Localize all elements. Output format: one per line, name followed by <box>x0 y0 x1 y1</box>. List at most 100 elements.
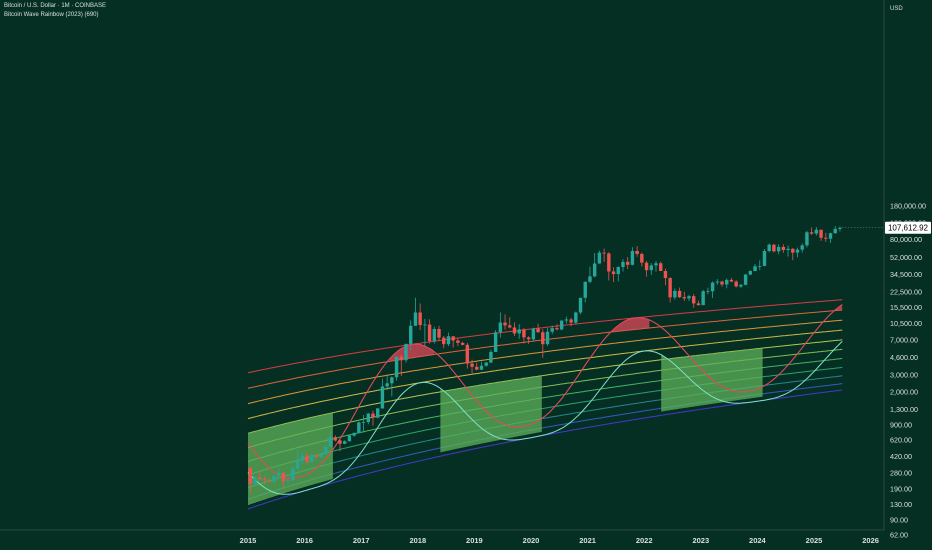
candle-body <box>394 356 399 378</box>
candle-body <box>564 319 569 321</box>
candle-body <box>758 265 762 267</box>
candle-body <box>588 276 592 282</box>
candle-body <box>531 328 536 340</box>
candle-body <box>828 233 833 239</box>
candle-body <box>663 271 668 279</box>
price-tick-label: 190.00 <box>890 485 912 494</box>
candle-body <box>805 232 809 246</box>
time-tick-label: 2024 <box>749 536 767 545</box>
candle-body <box>333 437 337 441</box>
candle-body <box>484 362 488 366</box>
price-tick-label: 420.00 <box>890 452 912 461</box>
candle-body <box>503 322 507 326</box>
candle-body <box>309 455 314 463</box>
candle-body <box>574 312 578 323</box>
candle-body <box>262 478 267 481</box>
candle-body <box>649 265 653 271</box>
candle-body <box>380 386 385 409</box>
candle-body <box>522 329 526 338</box>
candle-body <box>621 261 625 268</box>
candle-body <box>786 248 790 251</box>
price-tick-label: 900.00 <box>890 420 912 429</box>
candle-body <box>460 342 465 345</box>
candle-body <box>385 383 389 387</box>
candle-body <box>437 328 441 338</box>
candle-body <box>361 422 366 423</box>
candle-body <box>526 337 531 340</box>
candle-body <box>475 366 479 370</box>
price-tick-label: 280.00 <box>890 469 912 478</box>
candle-body <box>508 325 512 328</box>
price-axis[interactable]: USD 180,000.00120,000.0080,000.0052,000.… <box>883 0 926 540</box>
candle-body <box>625 261 630 265</box>
candle-body <box>791 248 795 253</box>
price-tick-label: 22,500.00 <box>890 288 922 297</box>
time-tick-label: 2016 <box>296 536 313 545</box>
rainbow-band-line <box>247 299 843 374</box>
candle-body <box>781 246 786 251</box>
candle-body <box>545 331 550 345</box>
price-tick-label: 3,000.00 <box>890 371 918 380</box>
candle-body <box>635 250 639 254</box>
candle-body <box>706 291 710 293</box>
time-tick-label: 2015 <box>240 536 257 545</box>
top-wave-fill <box>819 304 843 312</box>
candle-body <box>541 332 545 345</box>
candle-body <box>583 281 587 298</box>
candle-body <box>602 252 606 254</box>
candle-body <box>404 343 408 361</box>
currency-label: USD <box>890 6 903 12</box>
candlesticks <box>248 226 842 494</box>
symbol-title[interactable]: Bitcoin / U.S. Dollar · 1M · COINBASE <box>4 3 107 9</box>
candle-body <box>640 253 644 263</box>
candle-body <box>418 312 422 325</box>
wave-fills <box>248 304 843 506</box>
price-tick-label: 10,500.00 <box>890 319 922 328</box>
rainbow-band-line <box>247 319 843 405</box>
candle-body <box>800 245 804 250</box>
price-tick-label: 1,300.00 <box>890 405 918 414</box>
candle-body <box>517 329 521 334</box>
top-wave-line <box>247 304 843 479</box>
price-tick-label: 80,000.00 <box>890 235 922 244</box>
candle-body <box>715 281 720 283</box>
candle-body <box>555 328 559 330</box>
candle-body <box>451 336 455 341</box>
candle-body <box>630 250 635 265</box>
candle-body <box>489 351 493 363</box>
price-tick-label: 34,500.00 <box>890 270 922 279</box>
candle-body <box>550 328 554 332</box>
candle-body <box>743 274 748 285</box>
last-price-badge <box>885 221 931 234</box>
time-tick-label: 2019 <box>466 536 483 545</box>
time-tick-label: 2023 <box>692 536 709 545</box>
time-axis[interactable]: 2015 2016 2017 2018 2019 2020 2021 2022 2023 2024… <box>0 529 884 545</box>
price-tick-label: 90.00 <box>890 515 908 524</box>
candle-body <box>390 377 394 384</box>
candle-body <box>276 472 281 476</box>
price-tick-label: 7,000.00 <box>890 336 918 345</box>
candle-body <box>682 297 686 299</box>
candle-body <box>753 266 757 272</box>
last-price-label: 107,612.92 <box>888 224 929 233</box>
indicator-title[interactable]: Bitcoin Wave Rainbow (2023) (690) <box>4 12 99 18</box>
candle-body <box>659 263 663 272</box>
candle-body <box>357 422 361 434</box>
candle-body <box>654 263 658 266</box>
candle-body <box>286 480 290 482</box>
candle-body <box>512 327 517 334</box>
candle-body <box>710 282 715 292</box>
candle-body <box>644 262 649 271</box>
candle-body <box>258 477 262 479</box>
candle-body <box>253 477 257 484</box>
candle-body <box>371 413 375 418</box>
candle-body <box>748 271 753 275</box>
candle-body <box>795 249 800 253</box>
candle-body <box>725 279 729 285</box>
time-tick-label: 2025 <box>806 536 823 545</box>
candle-body <box>776 246 781 252</box>
candle-body <box>696 303 701 306</box>
candle-body <box>342 441 347 444</box>
candle-body <box>772 244 776 252</box>
